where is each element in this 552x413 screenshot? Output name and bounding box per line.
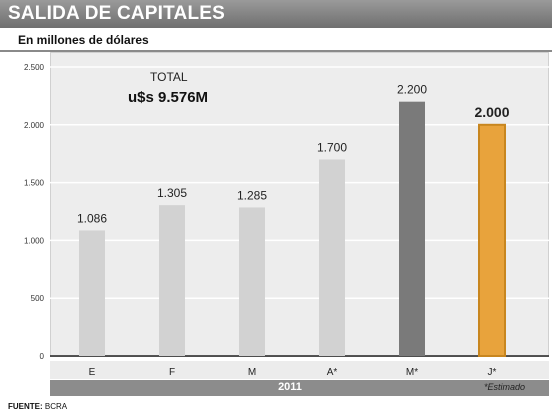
x-tick-label: A* xyxy=(327,367,338,378)
y-tick-label: 500 xyxy=(31,294,45,303)
data-label: 1.285 xyxy=(237,188,267,202)
y-tick-label: 1.500 xyxy=(24,179,45,188)
title-bar: SALIDA DE CAPITALES xyxy=(0,0,552,28)
data-label: 2.000 xyxy=(474,104,509,120)
y-tick-label: 2.000 xyxy=(24,121,45,130)
grid-layer xyxy=(50,66,549,357)
source-label: FUENTE: xyxy=(8,402,43,411)
total-label: TOTAL xyxy=(150,70,188,84)
x-tick-label: F xyxy=(169,367,175,378)
bar xyxy=(79,230,105,356)
chart-title: SALIDA DE CAPITALES xyxy=(8,3,226,24)
x-tick-label: M xyxy=(248,367,256,378)
estimate-note: *Estimado xyxy=(483,382,525,392)
x-tick-label: E xyxy=(89,367,96,378)
source-value: BCRA xyxy=(44,402,68,411)
y-tick-label: 2.500 xyxy=(24,63,45,72)
data-label: 1.305 xyxy=(157,186,187,200)
chart-subtitle: En millones de dólares xyxy=(18,33,149,47)
x-tick-label: J* xyxy=(488,367,497,378)
total-value: u$s 9.576M xyxy=(128,89,209,106)
bar xyxy=(319,159,345,356)
data-label: 1.700 xyxy=(317,140,347,154)
data-label: 2.200 xyxy=(397,83,427,97)
bar xyxy=(239,207,265,356)
plot-area xyxy=(50,52,549,357)
data-label: 1.086 xyxy=(77,211,107,225)
y-tick-label: 1.000 xyxy=(24,236,45,245)
bar xyxy=(159,205,185,356)
y-tick-label: 0 xyxy=(40,352,45,361)
bar-layer xyxy=(79,101,506,357)
bar xyxy=(399,101,425,357)
label-layer: 0 500 1.000 1.500 2.000 2.500 1.086 E 1.305 F 1.28… xyxy=(24,63,510,378)
source-note: FUENTE: BCRA xyxy=(8,402,67,411)
year-label: 2011 xyxy=(278,381,302,393)
x-tick-label: M* xyxy=(406,367,418,378)
year-strip: 2011 *Estimado xyxy=(50,380,549,396)
category-strip xyxy=(50,361,549,379)
bar xyxy=(478,123,506,357)
divider-line xyxy=(0,50,552,52)
